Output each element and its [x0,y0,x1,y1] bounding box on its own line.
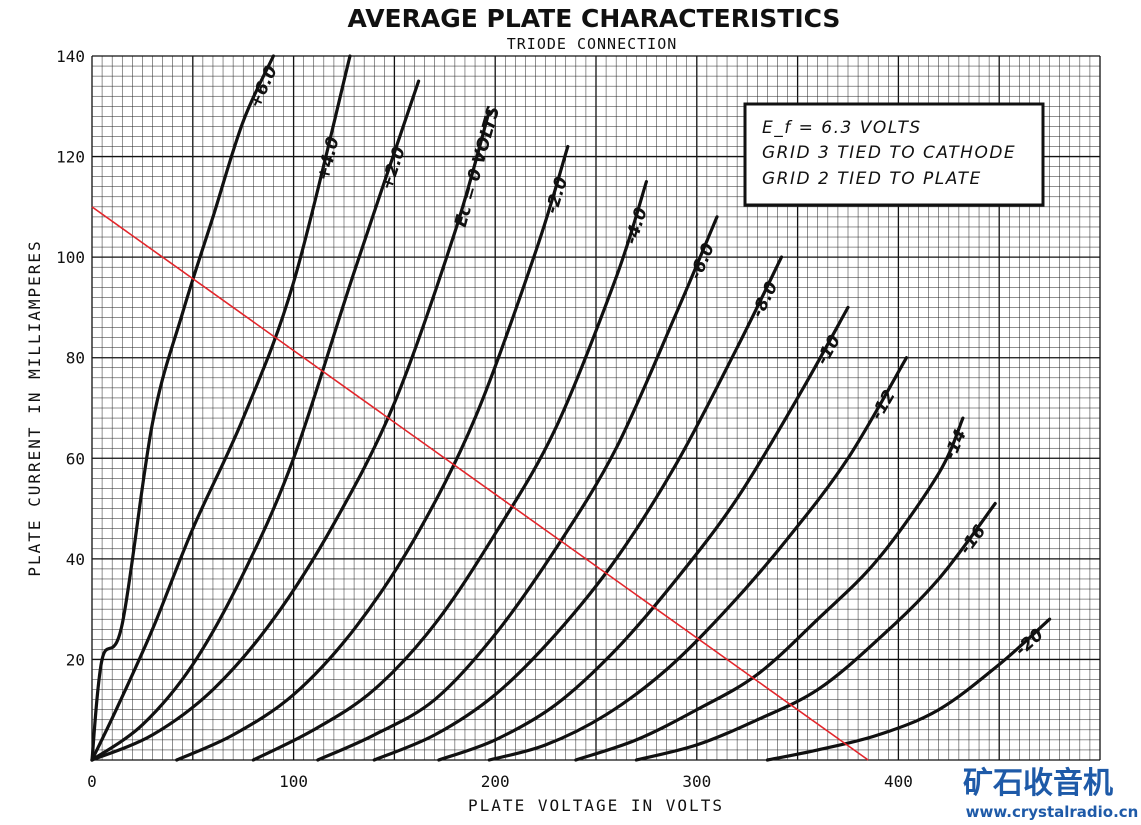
curve-minus14 [574,416,965,762]
y-tick-label: 120 [56,148,85,167]
curve-plus2-0 [90,79,421,762]
x-tick-labels: 0 100 200 300 400 [87,772,913,791]
annotation-frame [743,102,1045,207]
y-axis-label: PLATE CURRENT IN MILLIAMPERES [25,239,44,576]
x-tick-label: 100 [279,772,308,791]
curve-0 [90,109,491,762]
curve-plus6-0 [90,54,275,762]
curve-label-minus8-0: -8.0 [748,278,782,320]
y-tick-labels: 20 40 60 80 100 120 140 [56,47,85,669]
curve-minus4-0 [251,180,648,762]
curve-label-plus2-0: +2.0 [377,144,410,193]
y-tick-label: 60 [66,449,85,468]
annotation-line-1: E_f = 6.3 VOLTS [762,118,922,138]
curve-label-minus6-0: -6.0 [686,240,719,282]
x-tick-label: 0 [87,772,97,791]
curve-minus2-0 [175,144,570,762]
annotation-box: E_f = 6.3 VOLTS GRID 3 TIED TO CATHODE G… [743,102,1045,207]
curve-minus12 [487,356,909,762]
annotation-line-2: GRID 3 TIED TO CATHODE [762,143,1016,163]
curve-minus16 [634,501,997,762]
watermark-cn-text: 矿石收音机 [963,766,1113,801]
y-tick-label: 80 [66,349,85,368]
curve-plus4-0 [90,54,352,762]
x-tick-label: 200 [481,772,510,791]
y-tick-label: 20 [66,650,85,669]
curve-label-minus2-0: -2.0 [542,174,572,216]
curve-label-minus20: -20 [1011,625,1047,661]
y-tick-label: 40 [66,550,85,569]
watermark: 矿石收音机 www.crystalradio.cn [963,766,1138,821]
load-line-group [91,206,869,761]
x-tick-label: 300 [682,772,711,791]
x-axis-label: PLATE VOLTAGE IN VOLTS [468,796,724,815]
curve-label-minus14: -14 [940,427,971,463]
y-tick-label: 140 [56,47,85,66]
curve-minus20 [765,617,1052,762]
x-tick-label: 400 [884,772,913,791]
curve-minus6-0 [316,215,719,762]
chart-subtitle: TRIODE CONNECTION [507,35,678,53]
curve-minus10 [437,305,850,762]
curve-label-plus6-0: +6.0 [245,63,282,112]
annotation-line-3: GRID 2 TIED TO PLATE [762,169,982,189]
load-line [91,206,869,761]
watermark-url: www.crystalradio.cn [966,803,1139,821]
y-tick-label: 100 [56,248,85,267]
curve-minus8-0 [372,255,784,762]
curve-label-plus4-0: +4.0 [313,135,343,183]
chart-title: AVERAGE PLATE CHARACTERISTICS [348,4,841,33]
plate-curves [90,54,1052,762]
